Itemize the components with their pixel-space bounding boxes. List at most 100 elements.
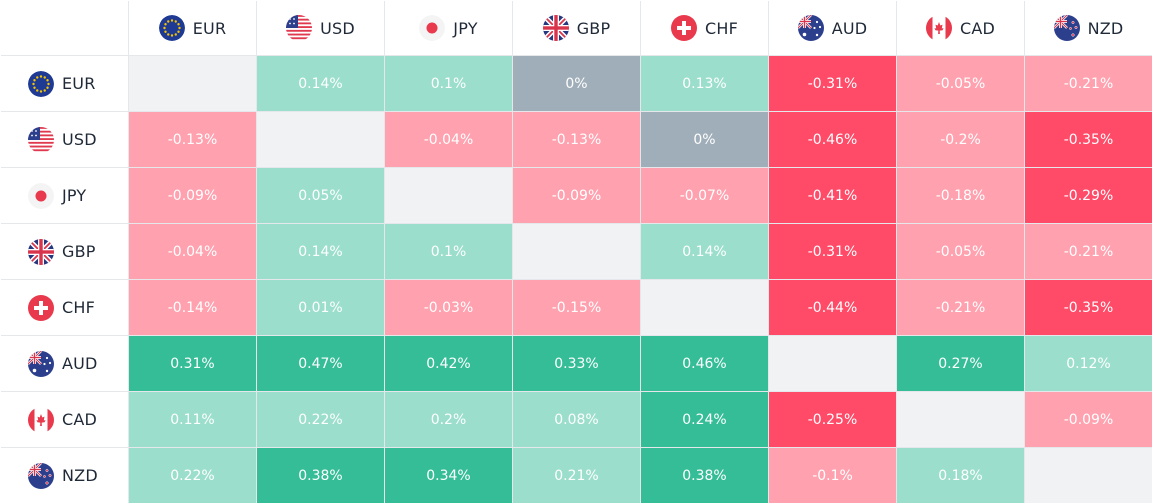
heatmap-empty-cell (385, 168, 512, 223)
heatmap-cell-aud-nzd: 0.12% (1025, 336, 1152, 391)
heatmap-cell-aud-usd: 0.47% (257, 336, 384, 391)
heatmap-cell-gbp-jpy: 0.1% (385, 224, 512, 279)
heatmap-cell-eur-chf: 0.13% (641, 56, 768, 111)
heatmap-cell-cad-jpy: 0.2% (385, 392, 512, 447)
currency-code: NZD (1087, 18, 1124, 38)
eu-flag-icon (158, 15, 185, 41)
corner-cell (1, 1, 128, 55)
heatmap-cell-usd-chf: 0% (641, 112, 768, 167)
heatmap-cell-nzd-aud: -0.1% (769, 448, 896, 503)
heatmap-empty-cell (513, 224, 640, 279)
ch-flag-icon (670, 15, 697, 41)
us-flag-icon (28, 126, 54, 153)
heatmap-cell-jpy-usd: 0.05% (257, 168, 384, 223)
currency-code: CAD (62, 410, 98, 429)
ca-flag-icon (925, 15, 952, 41)
currency-code: USD (320, 18, 355, 38)
column-header-nzd: NZD (1025, 1, 1152, 55)
heatmap-cell-jpy-gbp: -0.09% (513, 168, 640, 223)
heatmap-cell-eur-cad: -0.05% (897, 56, 1024, 111)
heatmap-cell-nzd-usd: 0.38% (257, 448, 384, 503)
heatmap-cell-eur-aud: -0.31% (769, 56, 896, 111)
column-header-cad: CAD (897, 1, 1024, 55)
ch-flag-icon (28, 294, 54, 321)
gb-flag-icon (28, 238, 54, 265)
currency-code: AUD (831, 18, 868, 38)
heatmap-cell-usd-aud: -0.46% (769, 112, 896, 167)
heatmap-cell-jpy-cad: -0.18% (897, 168, 1024, 223)
column-header-aud: AUD (769, 1, 896, 55)
column-header-chf: CHF (641, 1, 768, 55)
heatmap-cell-gbp-cad: -0.05% (897, 224, 1024, 279)
heatmap-cell-eur-gbp: 0% (513, 56, 640, 111)
heatmap-cell-nzd-chf: 0.38% (641, 448, 768, 503)
heatmap-cell-aud-jpy: 0.42% (385, 336, 512, 391)
heatmap-cell-chf-usd: 0.01% (257, 280, 384, 335)
heatmap-cell-gbp-usd: 0.14% (257, 224, 384, 279)
heatmap-cell-gbp-eur: -0.04% (129, 224, 256, 279)
column-header-eur: EUR (129, 1, 256, 55)
heatmap-cell-usd-eur: -0.13% (129, 112, 256, 167)
heatmap-empty-cell (1025, 448, 1152, 503)
heatmap-cell-eur-usd: 0.14% (257, 56, 384, 111)
eu-flag-icon (28, 70, 54, 97)
heatmap-cell-cad-aud: -0.25% (769, 392, 896, 447)
heatmap-cell-gbp-nzd: -0.21% (1025, 224, 1152, 279)
heatmap-cell-cad-usd: 0.22% (257, 392, 384, 447)
heatmap-cell-jpy-nzd: -0.29% (1025, 168, 1152, 223)
heatmap-cell-nzd-cad: 0.18% (897, 448, 1024, 503)
row-header-chf: CHF (1, 280, 128, 335)
heatmap-cell-eur-nzd: -0.21% (1025, 56, 1152, 111)
heatmap-cell-gbp-aud: -0.31% (769, 224, 896, 279)
heatmap-cell-usd-gbp: -0.13% (513, 112, 640, 167)
heatmap-empty-cell (129, 56, 256, 111)
row-header-cad: CAD (1, 392, 128, 447)
heatmap-cell-cad-eur: 0.11% (129, 392, 256, 447)
currency-code: GBP (576, 18, 611, 38)
row-header-gbp: GBP (1, 224, 128, 279)
gb-flag-icon (542, 15, 569, 41)
row-header-usd: USD (1, 112, 128, 167)
heatmap-cell-jpy-eur: -0.09% (129, 168, 256, 223)
nz-flag-icon (1053, 15, 1080, 41)
heatmap-cell-usd-cad: -0.2% (897, 112, 1024, 167)
heatmap-cell-chf-cad: -0.21% (897, 280, 1024, 335)
us-flag-icon (286, 15, 313, 41)
heatmap-cell-chf-jpy: -0.03% (385, 280, 512, 335)
currency-code: CHF (62, 298, 96, 317)
heatmap-cell-usd-nzd: -0.35% (1025, 112, 1152, 167)
au-flag-icon (797, 15, 824, 41)
heatmap-cell-aud-gbp: 0.33% (513, 336, 640, 391)
heatmap-cell-cad-chf: 0.24% (641, 392, 768, 447)
heatmap-cell-cad-gbp: 0.08% (513, 392, 640, 447)
heatmap-cell-chf-nzd: -0.35% (1025, 280, 1152, 335)
column-header-jpy: JPY (385, 1, 512, 55)
heatmap-cell-jpy-aud: -0.41% (769, 168, 896, 223)
heatmap-empty-cell (897, 392, 1024, 447)
heatmap-empty-cell (257, 112, 384, 167)
currency-code: AUD (62, 354, 98, 373)
heatmap-cell-nzd-gbp: 0.21% (513, 448, 640, 503)
currency-code: EUR (62, 74, 96, 93)
heatmap-cell-chf-eur: -0.14% (129, 280, 256, 335)
column-header-usd: USD (257, 1, 384, 55)
heatmap-cell-aud-eur: 0.31% (129, 336, 256, 391)
heatmap-cell-cad-nzd: -0.09% (1025, 392, 1152, 447)
heatmap-empty-cell (769, 336, 896, 391)
heatmap-cell-eur-jpy: 0.1% (385, 56, 512, 111)
column-header-gbp: GBP (513, 1, 640, 55)
heatmap-cell-chf-aud: -0.44% (769, 280, 896, 335)
currency-code: NZD (62, 466, 98, 485)
currency-code: CAD (959, 18, 996, 38)
currency-code: EUR (192, 18, 227, 38)
heatmap-cell-aud-cad: 0.27% (897, 336, 1024, 391)
heatmap-cell-jpy-chf: -0.07% (641, 168, 768, 223)
jp-flag-icon (419, 15, 446, 41)
heatmap-cell-nzd-jpy: 0.34% (385, 448, 512, 503)
ca-flag-icon (28, 406, 54, 433)
currency-code: GBP (62, 242, 96, 261)
currency-code: USD (62, 130, 97, 149)
heatmap-cell-gbp-chf: 0.14% (641, 224, 768, 279)
currency-code: JPY (453, 18, 478, 38)
